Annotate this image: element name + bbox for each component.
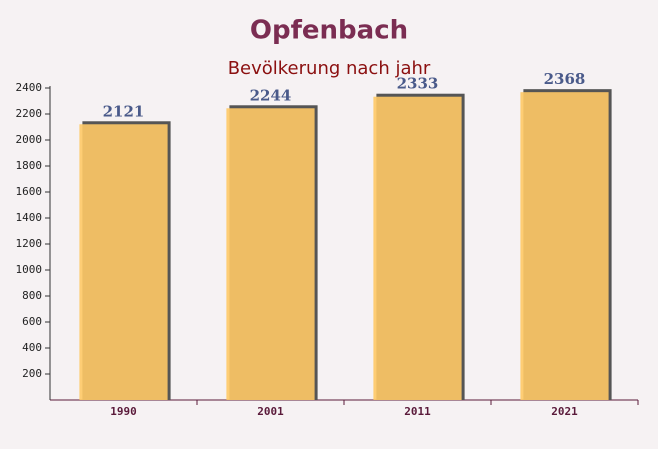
bar — [373, 96, 462, 401]
y-tick-label: 2200 — [16, 107, 43, 120]
y-tick-label: 2400 — [16, 81, 43, 94]
y-tick-label: 800 — [22, 289, 42, 302]
y-tick-label: 2000 — [16, 133, 43, 146]
y-tick-label: 400 — [22, 341, 42, 354]
bar — [520, 92, 609, 400]
value-label: 2244 — [250, 86, 292, 104]
value-label: 2333 — [397, 75, 439, 93]
x-tick-label: 1990 — [110, 405, 137, 418]
x-tick-label: 2011 — [404, 405, 431, 418]
y-tick-label: 1800 — [16, 159, 43, 172]
y-tick-label: 600 — [22, 315, 42, 328]
y-tick-label: 1200 — [16, 237, 43, 250]
x-tick-label: 2021 — [551, 405, 578, 418]
value-label: 2121 — [103, 102, 145, 120]
value-label: 2368 — [544, 70, 586, 88]
bar — [79, 124, 168, 401]
y-tick-label: 200 — [22, 367, 42, 380]
chart-subtitle: Bevölkerung nach jahr — [228, 58, 431, 79]
y-tick-label: 1400 — [16, 211, 43, 224]
chart-title: Opfenbach — [250, 16, 408, 46]
y-tick-label: 1000 — [16, 263, 43, 276]
y-tick-label: 1600 — [16, 185, 43, 198]
x-tick-label: 2001 — [257, 405, 284, 418]
bar — [226, 108, 315, 400]
